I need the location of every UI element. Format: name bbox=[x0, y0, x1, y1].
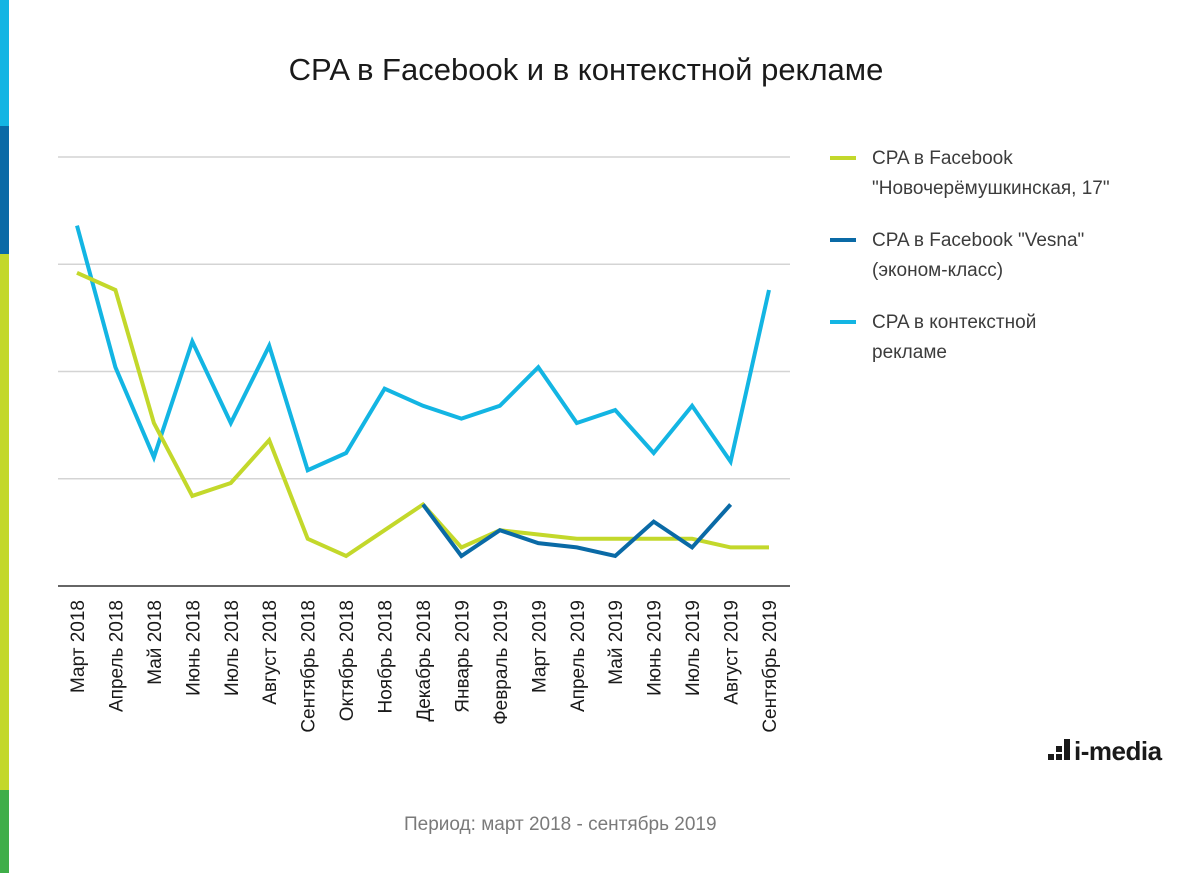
legend-item-facebook-novocheremushkinskaya: CPA в Facebook "Новочерёмушкинская, 17" bbox=[830, 144, 1170, 204]
x-tick-label: Сентябрь 2018 bbox=[299, 600, 320, 733]
accent-segment-green bbox=[0, 790, 9, 873]
x-tick-label: Июль 2019 bbox=[683, 600, 704, 696]
series-line-2 bbox=[75, 225, 771, 473]
accent-segment-light-blue bbox=[0, 0, 9, 126]
series-line-1 bbox=[421, 503, 733, 559]
x-tick-label: Март 2018 bbox=[68, 600, 89, 693]
x-tick-label: Декабрь 2018 bbox=[414, 600, 435, 722]
legend-label: CPA в контекстной рекламе bbox=[872, 312, 1037, 363]
logo-text: i-media bbox=[1074, 735, 1162, 766]
legend-swatch bbox=[830, 156, 856, 160]
chart-legend: CPA в Facebook "Новочерёмушкинская, 17" … bbox=[830, 144, 1170, 390]
x-tick-label: Июнь 2018 bbox=[183, 600, 204, 696]
x-tick-label: Июнь 2019 bbox=[645, 600, 666, 696]
series-line-0 bbox=[76, 270, 769, 559]
x-tick-label: Апрель 2019 bbox=[568, 600, 589, 712]
legend-item-facebook-vesna: CPA в Facebook "Vesna" (эконом-класс) bbox=[830, 226, 1170, 286]
x-tick-label: Апрель 2018 bbox=[106, 600, 127, 712]
chart-title: CPA в Facebook и в контекстной рекламе bbox=[288, 52, 884, 87]
x-tick-label: Январь 2019 bbox=[452, 600, 473, 713]
legend-label: CPA в Facebook "Новочерёмушкинская, 17" bbox=[872, 148, 1110, 199]
accent-bar bbox=[0, 0, 9, 873]
legend-item-context-ads: CPA в контекстной рекламе bbox=[830, 308, 1170, 368]
x-tick-label: Сентябрь 2019 bbox=[760, 600, 781, 733]
x-tick-label: Июль 2018 bbox=[222, 600, 243, 696]
x-tick-label: Ноябрь 2018 bbox=[376, 600, 397, 713]
x-tick-label: Май 2018 bbox=[145, 600, 166, 685]
x-tick-label: Октябрь 2018 bbox=[337, 600, 358, 721]
x-tick-label: Август 2018 bbox=[260, 600, 281, 705]
legend-swatch bbox=[830, 238, 856, 242]
x-tick-label: Март 2019 bbox=[529, 600, 550, 693]
i-media-logo: i-media bbox=[1048, 734, 1162, 768]
x-tick-label: Май 2019 bbox=[606, 600, 627, 685]
period-footnote: Период: март 2018 - сентябрь 2019 bbox=[404, 814, 717, 835]
x-tick-label: Август 2019 bbox=[722, 600, 743, 705]
accent-segment-lime bbox=[0, 254, 9, 790]
legend-swatch bbox=[830, 320, 856, 324]
x-tick-label: Февраль 2019 bbox=[491, 600, 512, 725]
legend-label: CPA в Facebook "Vesna" (эконом-класс) bbox=[872, 230, 1085, 281]
accent-segment-dark-blue bbox=[0, 126, 9, 254]
logo-bars-icon bbox=[1048, 739, 1072, 763]
